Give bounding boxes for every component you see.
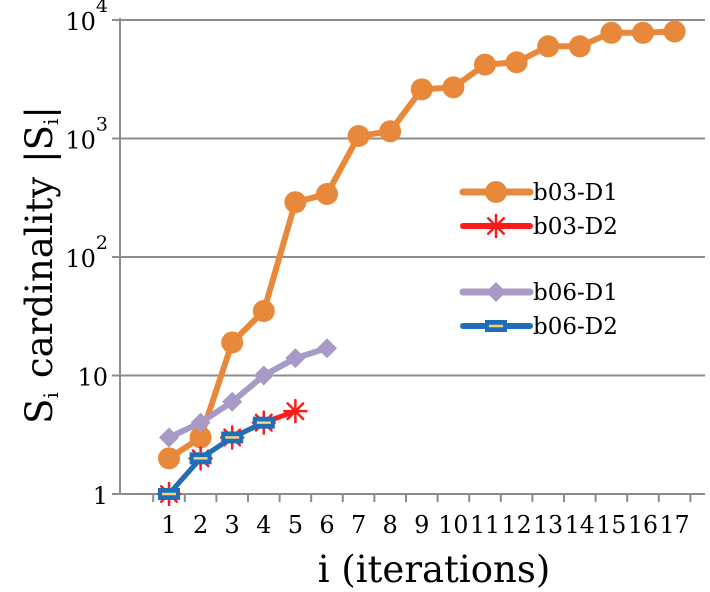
legend-entry-b06-D1: b06-D1 (459, 280, 618, 306)
point-b06-D1-4 (253, 365, 274, 386)
y-title-subscript: i (39, 392, 63, 398)
legend-label-b06-D2: b06-D2 (533, 314, 618, 340)
x-tick-label-6: 6 (319, 511, 334, 539)
y-tick-label-4: 104 (65, 0, 108, 36)
point-b03-D1-16 (632, 21, 654, 44)
x-tick-label-4: 4 (256, 511, 271, 539)
y-tick-base-2: 10 (65, 245, 96, 273)
legend-label-b03-D2: b03-D2 (533, 214, 618, 240)
x-tick-label-9: 9 (414, 511, 429, 539)
legend-entry-b03-D1: b03-D1 (459, 180, 618, 206)
y-title-bar-left: | (18, 150, 61, 162)
legend-entry-b03-D2: b03-D2 (460, 213, 618, 240)
point-b06-D2-4 (252, 416, 275, 429)
point-b03-D1-10 (442, 76, 465, 99)
point-b03-D2-5-stroke (286, 402, 305, 421)
y-title-subscript-2: i (39, 119, 63, 125)
axes (112, 18, 705, 502)
series-b03-D1 (158, 20, 686, 470)
y-tick-exponent-2: 2 (96, 232, 108, 254)
x-axis-title-text: i (iterations) (318, 548, 551, 591)
y-title-word: cardinality (18, 177, 61, 378)
point-b03-D1-2 (189, 426, 212, 449)
y-tick-label-1: 10 (77, 364, 108, 392)
x-tick-label-11: 11 (470, 511, 500, 539)
legend-marker-b03-D1 (485, 181, 507, 203)
legend-marker-b06-D2 (485, 320, 507, 332)
y-title-symbol-2: S (18, 125, 61, 150)
y-tick-base-3: 10 (65, 127, 96, 155)
x-tick-label-12: 12 (502, 511, 532, 539)
point-b06-D1-5 (285, 348, 306, 369)
x-tick-label-16: 16 (628, 511, 658, 539)
legend-marker-b03-D2 (483, 213, 509, 239)
x-tick-label-3: 3 (225, 511, 240, 539)
x-tick-label-10: 10 (438, 511, 468, 539)
y-tick-exponent-3: 3 (96, 114, 108, 136)
point-b06-D1-3 (222, 391, 243, 412)
x-tick-label-13: 13 (533, 511, 563, 539)
point-b03-D1-12 (505, 51, 528, 74)
y-tick-label-2: 102 (65, 232, 108, 273)
legend-marker-b06-D1 (486, 282, 506, 302)
x-tick-label-2: 2 (193, 511, 208, 539)
point-b03-D1-5 (284, 191, 307, 214)
x-axis-title: i (iterations) (318, 548, 551, 591)
series-group (156, 20, 686, 507)
point-b03-D1-9 (410, 78, 433, 101)
x-tick-label-5: 5 (288, 511, 303, 539)
y-tick-base-4: 10 (65, 8, 96, 36)
point-b03-D1-8 (379, 120, 402, 143)
series-b06-D2 (158, 416, 275, 500)
series-b06-D1 (159, 338, 337, 448)
legend-marker-b03-D2-stroke (486, 216, 506, 236)
y-tick-label-0: 1 (93, 482, 108, 510)
point-b03-D1-11 (474, 53, 496, 76)
x-tick-label-15: 15 (596, 511, 626, 539)
x-tick-label-8: 8 (383, 511, 398, 539)
x-tick-label-1: 1 (161, 511, 176, 539)
legend: b03-D1 b03-D2 b06-D1 b06-D2 (459, 180, 618, 340)
x-tick-label-14: 14 (565, 511, 595, 539)
point-b06-D1-6 (317, 338, 337, 359)
series-line-b06-D2 (166, 420, 267, 497)
point-b03-D1-6 (316, 183, 338, 206)
point-b06-D1-2 (190, 412, 211, 433)
y-tick-base-1: 10 (77, 364, 108, 392)
y-tick-label-3: 103 (65, 114, 108, 155)
point-b03-D1-1 (158, 447, 180, 470)
point-b03-D1-3 (221, 331, 244, 354)
point-b06-D2-1 (158, 488, 180, 500)
x-tick-label-17: 17 (660, 511, 690, 539)
point-b03-D1-4 (252, 300, 275, 323)
y-axis-title: Sicardinality|Si| (18, 106, 63, 424)
point-b03-D1-13 (537, 35, 560, 58)
point-b06-D1-1 (159, 427, 179, 448)
point-b03-D1-17 (663, 20, 686, 43)
legend-label-b03-D1: b03-D1 (533, 180, 618, 206)
gridlines (120, 19, 705, 377)
y-tick-exponent-4: 4 (96, 0, 108, 17)
point-b06-D2-3 (221, 431, 244, 444)
x-tick-label-7: 7 (351, 511, 366, 539)
legend-entry-b06-D2: b06-D2 (460, 314, 618, 340)
point-b03-D1-14 (568, 35, 591, 58)
point-b03-D2-5 (283, 398, 308, 424)
series-line-b03-D2 (166, 408, 298, 497)
point-b03-D1-7 (347, 124, 370, 147)
y-axis-title-text: Sicardinality|Si| (18, 106, 63, 424)
y-title-bar-right: | (18, 106, 61, 118)
y-title-symbol: S (18, 399, 61, 424)
y-tick-base-0: 1 (93, 482, 108, 510)
legend-label-b06-D1: b06-D1 (533, 280, 618, 306)
point-b06-D2-2 (189, 452, 212, 465)
point-b03-D1-15 (600, 21, 623, 44)
